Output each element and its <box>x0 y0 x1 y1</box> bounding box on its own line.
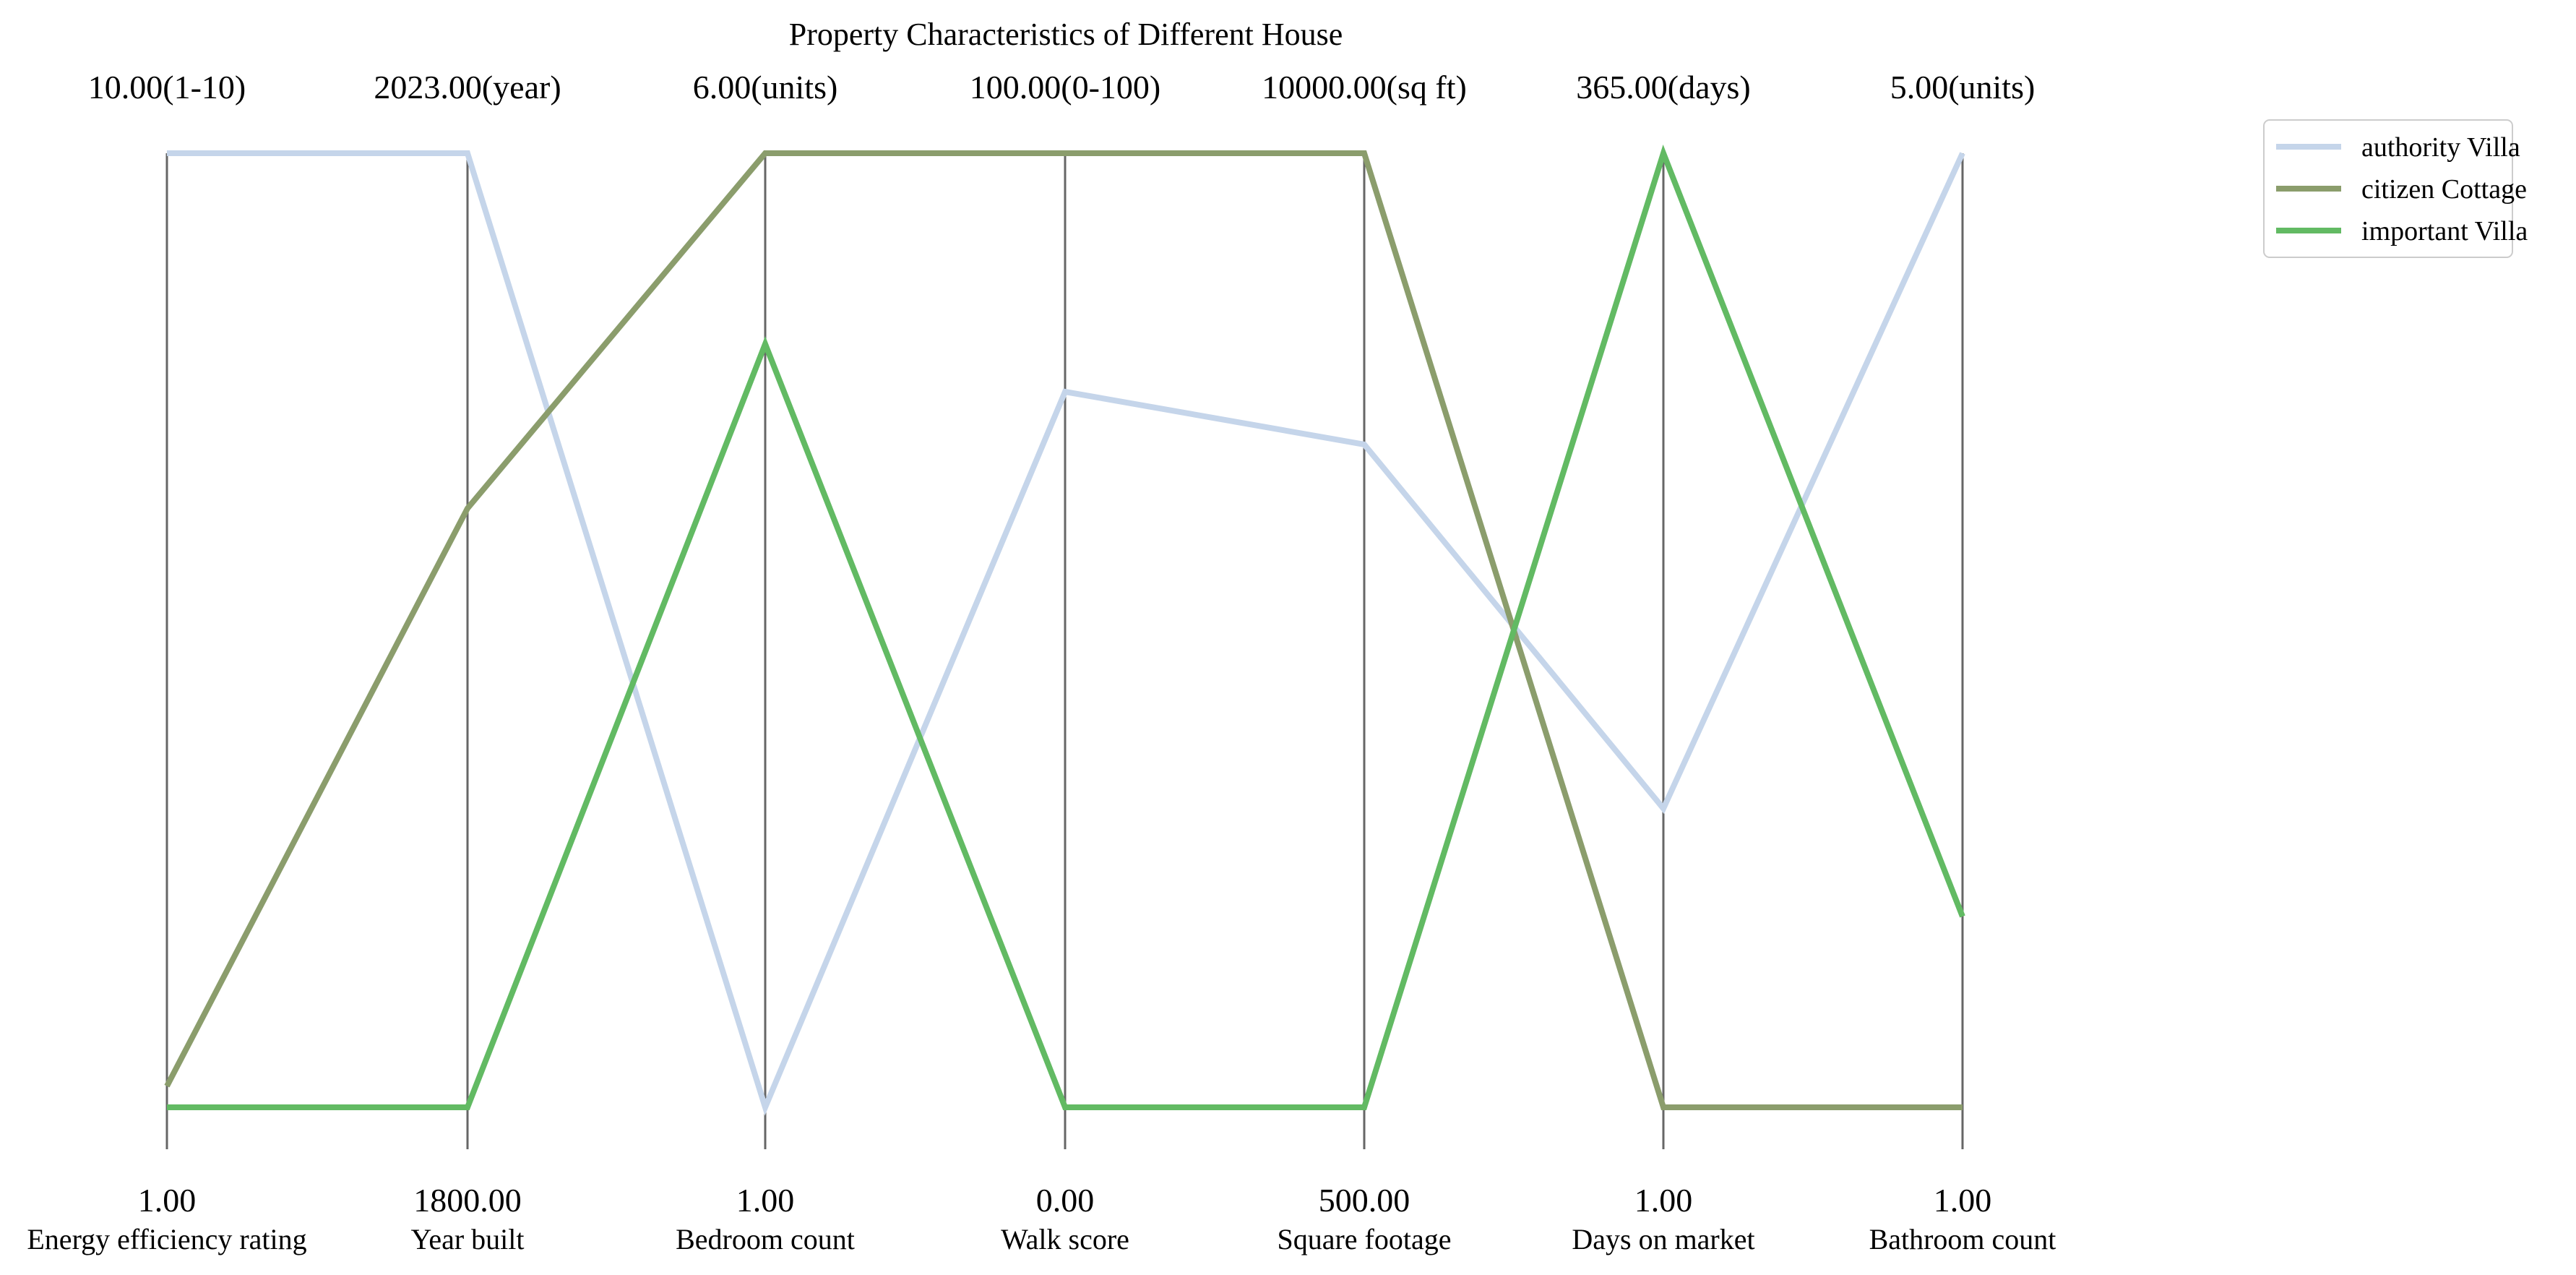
axis-name-bathroom-count: Bathroom count <box>1869 1223 2056 1255</box>
axis-name-year-built: Year built <box>410 1223 524 1255</box>
axis-min-label-square-footage: 500.00 <box>1319 1182 1410 1219</box>
axis-min-label-walk-score: 0.00 <box>1036 1182 1095 1219</box>
legend: authority Villa citizen Cottage important … <box>2263 119 2528 258</box>
series-line-important-villa <box>167 144 1965 1110</box>
axis-max-label-bathroom-count: 5.00(units) <box>1890 69 2036 106</box>
axis-name-energy-efficiency-rating: Energy efficiency rating <box>27 1223 306 1255</box>
axis-max-label-energy-efficiency-rating: 10.00(1-10) <box>88 69 246 106</box>
axis-min-label-energy-efficiency-rating: 1.00 <box>138 1182 197 1219</box>
axis-min-label-bathroom-count: 1.00 <box>1934 1182 1992 1219</box>
axis-name-walk-score: Walk score <box>1001 1223 1129 1255</box>
axis-name-bedroom-count: Bedroom count <box>676 1223 855 1255</box>
axis-max-label-bedroom-count: 6.00(units) <box>693 69 838 106</box>
legend-label-authority-villa: authority Villa <box>2361 132 2520 163</box>
axis-max-label-square-footage: 10000.00(sq ft) <box>1262 69 1467 106</box>
axis-name-days-on-market: Days on market <box>1572 1223 1754 1255</box>
axis-min-label-year-built: 1800.00 <box>413 1182 522 1219</box>
series-line-authority-villa <box>167 150 1965 1116</box>
axis-max-label-year-built: 2023.00(year) <box>374 69 561 106</box>
axis-name-square-footage: Square footage <box>1277 1223 1451 1255</box>
axis-min-label-days-on-market: 1.00 <box>1634 1182 1693 1219</box>
legend-label-citizen-cottage: citizen Cottage <box>2361 174 2527 205</box>
axis-max-label-days-on-market: 365.00(days) <box>1576 69 1750 106</box>
axes-layer: 10.00(1-10) 1.00 Energy efficiency rating 2… <box>27 69 2056 1255</box>
axis-min-label-bedroom-count: 1.00 <box>736 1182 795 1219</box>
axis-max-label-walk-score: 100.00(0-100) <box>970 69 1160 106</box>
legend-label-important-villa: important Villa <box>2361 216 2528 246</box>
series-layer <box>164 144 1965 1116</box>
chart-title: Property Characteristics of Different Ho… <box>789 17 1343 52</box>
legend-frame <box>2263 119 2513 258</box>
series-line-citizen-cottage <box>164 150 1963 1110</box>
